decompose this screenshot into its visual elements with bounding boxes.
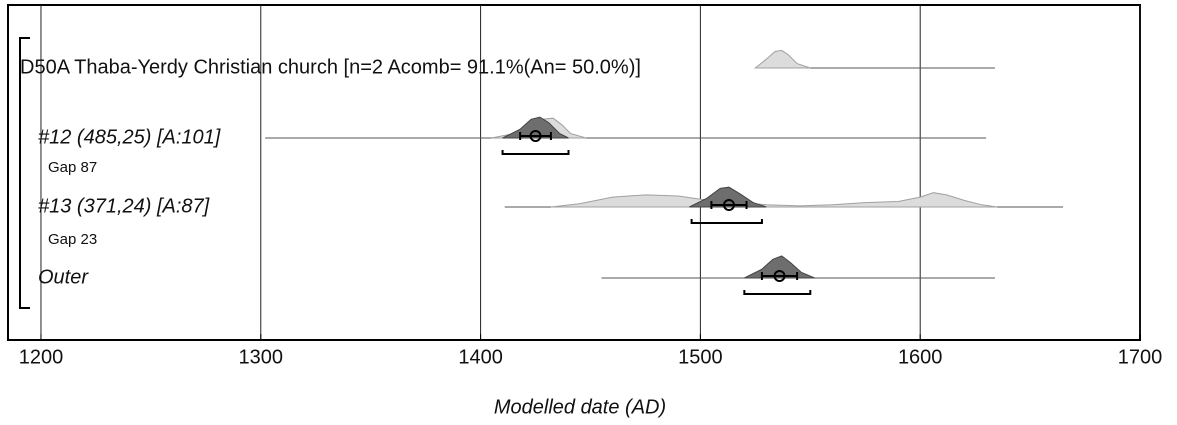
x-axis-title: Modelled date (AD) [494, 396, 666, 418]
group-label: D50A Thaba-Yerdy Christian church [n=2 A… [20, 56, 641, 78]
range-bracket [690, 219, 763, 224]
gap-label: Gap 23 [48, 231, 97, 248]
prior [753, 49, 811, 69]
x-tick-label: 1700 [1118, 346, 1163, 368]
item-label: Outer [38, 266, 89, 288]
x-tick-label: 1300 [239, 346, 284, 368]
x-tick-label: 1500 [678, 346, 723, 368]
x-tick-label: 1400 [458, 346, 503, 368]
item-label: #13 (371,24) [A:87] [38, 195, 210, 217]
range-bracket [501, 150, 570, 155]
item-label: #12 (485,25) [A:101] [38, 126, 221, 148]
posterior [502, 116, 569, 139]
x-tick-label: 1600 [898, 346, 943, 368]
x-tick-label: 1200 [19, 346, 64, 368]
plot-frame [7, 4, 1141, 341]
posterior [744, 255, 815, 279]
group-bracket [19, 37, 30, 309]
range-bracket [743, 290, 812, 295]
gap-label: Gap 87 [48, 159, 97, 176]
prior [550, 192, 998, 208]
